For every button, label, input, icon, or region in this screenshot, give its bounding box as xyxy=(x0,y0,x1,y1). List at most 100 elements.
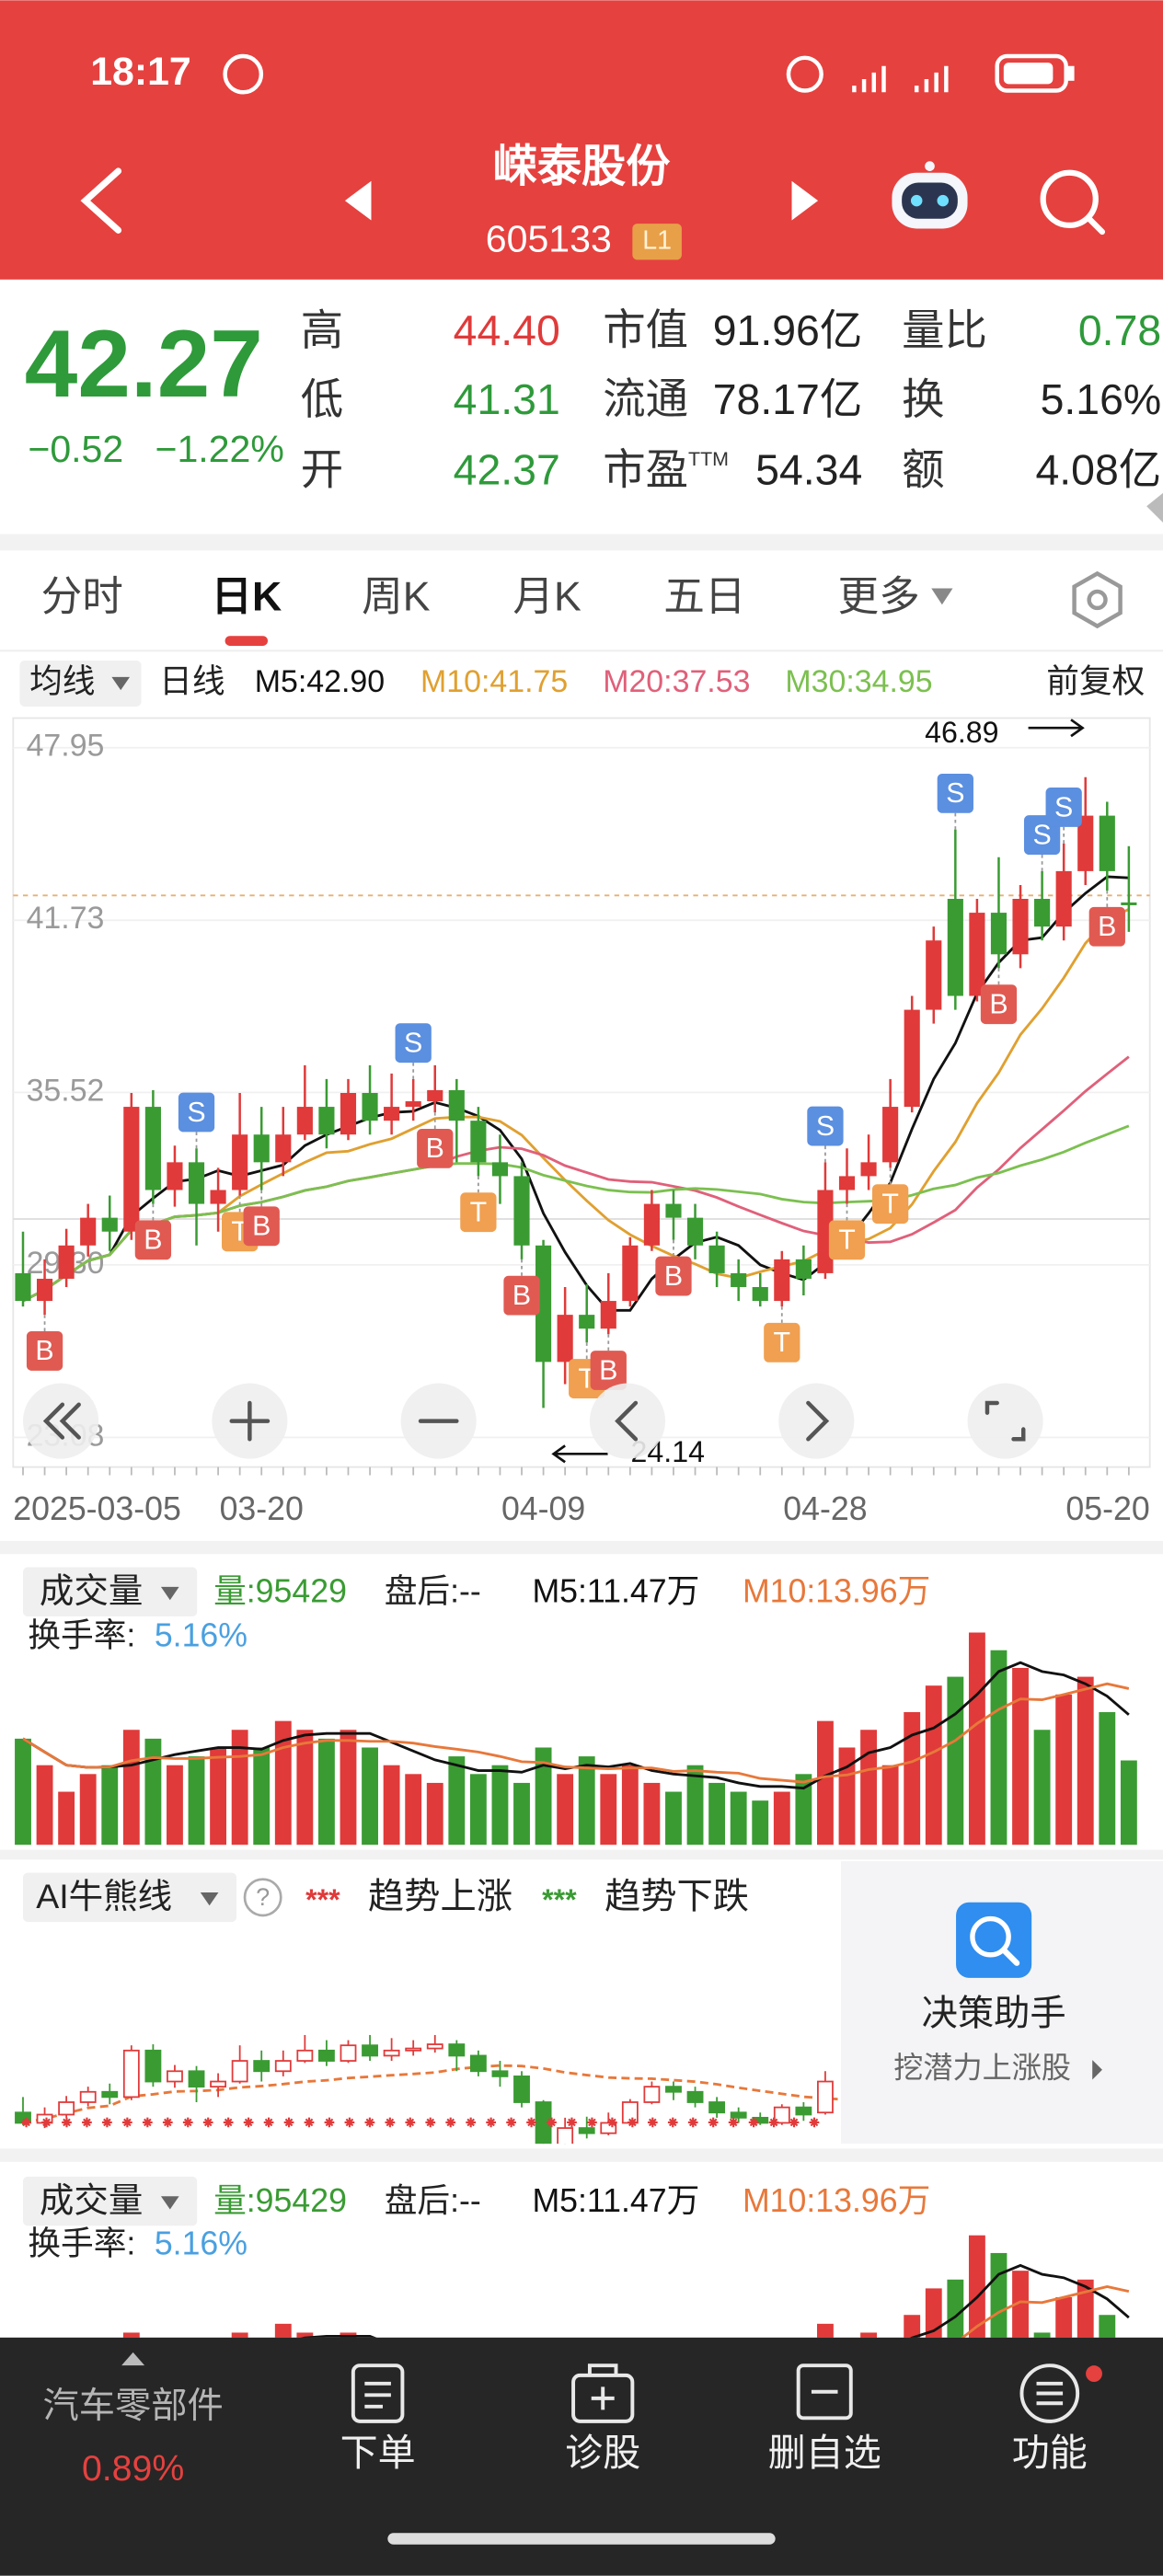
pan-right[interactable] xyxy=(778,1383,855,1459)
pan-left[interactable] xyxy=(589,1383,666,1459)
candle-body xyxy=(275,1134,292,1163)
help[interactable]: ? xyxy=(256,1883,270,1911)
after-hours: 盘后:-- xyxy=(385,1573,481,1610)
trend-marker xyxy=(728,2117,739,2128)
tab[interactable]: 月K xyxy=(512,575,582,620)
candle-body xyxy=(752,1286,768,1302)
adjust-mode[interactable]: 前复权 xyxy=(1046,662,1145,699)
ma-selector[interactable]: 均线 xyxy=(29,662,95,699)
nav-items: 下单 诊股 删自选 功能 xyxy=(340,2432,1088,2474)
robot-button[interactable] xyxy=(892,161,968,229)
trend-marker xyxy=(385,2117,396,2128)
trend-marker xyxy=(364,2117,375,2128)
sector-name[interactable]: 汽车零部件 xyxy=(42,2386,223,2426)
volume-arrow xyxy=(160,1586,179,1601)
tab[interactable]: 周K xyxy=(362,575,431,620)
ai-candle-body xyxy=(317,2049,335,2062)
signal-label: T xyxy=(838,1225,856,1256)
trend-marker xyxy=(122,2117,132,2128)
volume-bar xyxy=(469,1774,487,1846)
volume-bar xyxy=(708,1782,726,1846)
trend-marker xyxy=(647,2117,658,2128)
volume-value: 量:95429 xyxy=(213,1573,347,1610)
signal-label: B xyxy=(664,1261,683,1292)
level-badge-bg xyxy=(632,224,682,260)
trend-marker xyxy=(82,2117,92,2128)
candle-body xyxy=(882,1107,899,1163)
trend-marker xyxy=(567,2117,577,2128)
turnover-label: 换手率: xyxy=(28,2225,135,2261)
fullscreen[interactable] xyxy=(967,1383,1043,1459)
price-change-pct: −1.22% xyxy=(155,428,283,470)
volume-bar xyxy=(188,1756,205,1846)
metric-label: 市盈TTM xyxy=(603,446,729,494)
tab[interactable]: 分时 xyxy=(41,575,123,620)
metric-label: 市值 xyxy=(603,306,688,354)
candle-body xyxy=(731,1272,747,1287)
volume-selector-bg[interactable] xyxy=(22,2176,198,2226)
card-link-arrow xyxy=(1092,2060,1102,2080)
nav-item[interactable]: 功能 xyxy=(1012,2432,1088,2474)
volume-selector-bg[interactable] xyxy=(22,1567,198,1617)
help-circle[interactable] xyxy=(243,1878,282,1917)
volume-bar xyxy=(947,2279,964,2338)
ai-title[interactable]: AI牛熊线 xyxy=(36,1877,172,1915)
y-tick-label: 47.95 xyxy=(27,729,105,764)
volume-title[interactable]: 成交量 xyxy=(40,2180,143,2219)
trend-marker xyxy=(41,2117,52,2128)
expand-corner[interactable] xyxy=(1146,492,1163,523)
tab[interactable]: 更多 xyxy=(838,575,920,620)
nav-icons xyxy=(351,2363,1080,2423)
signal-badge xyxy=(460,1192,497,1233)
nav-item[interactable]: 诊股 xyxy=(565,2432,640,2474)
ai-candle-body xyxy=(167,2070,183,2083)
ai-arrow xyxy=(200,1892,219,1906)
stat-label: 开 xyxy=(301,446,343,494)
volume-bar xyxy=(101,1765,119,1846)
volume-title[interactable]: 成交量 xyxy=(40,1571,143,1610)
card-link[interactable]: 挖潜力上涨股 xyxy=(893,2051,1071,2084)
next-stock[interactable] xyxy=(791,180,819,221)
signal-badge xyxy=(417,1128,454,1168)
tab-underline xyxy=(225,636,269,646)
candle-body xyxy=(36,1278,53,1302)
tab[interactable]: 日K xyxy=(211,575,282,620)
ai-candle-body xyxy=(643,2086,661,2103)
ma-selector-bg[interactable] xyxy=(19,661,142,707)
signal-badge xyxy=(26,1330,63,1371)
volume-bar xyxy=(274,2323,292,2338)
volume-bar xyxy=(36,1765,53,1846)
volume-bar xyxy=(752,1800,769,1846)
candle-body xyxy=(448,1089,465,1121)
signal-badge xyxy=(178,1092,215,1133)
ratio-value: 0.78 xyxy=(1078,306,1161,354)
ai-candle-body xyxy=(144,2049,162,2083)
signal-badge xyxy=(764,1322,800,1363)
settings-button[interactable] xyxy=(1072,570,1123,629)
nav-item[interactable]: 下单 xyxy=(340,2432,416,2474)
candle-body xyxy=(144,1107,161,1190)
ratio-value: 5.16% xyxy=(1041,375,1162,423)
volume-bar xyxy=(968,1632,985,1846)
prev-stock[interactable] xyxy=(344,180,372,221)
metric-label: 市值 xyxy=(603,306,688,354)
tab[interactable]: 五日 xyxy=(663,575,745,620)
metric-label: 市盈 xyxy=(603,446,688,494)
trend-marker xyxy=(607,2117,617,2128)
stat-value: 44.40 xyxy=(454,306,560,354)
signal-label: T xyxy=(470,1198,488,1228)
trend-marker xyxy=(547,2117,557,2128)
search-button[interactable] xyxy=(1040,169,1106,236)
trend-marker xyxy=(667,2117,678,2128)
ai-legend-marker: *** xyxy=(305,1883,340,1916)
nav-item[interactable]: 删自选 xyxy=(768,2432,881,2474)
signal-badge xyxy=(1088,906,1125,947)
signal-badge xyxy=(872,1184,909,1225)
candle-body xyxy=(557,1315,573,1363)
trend-marker xyxy=(162,2117,173,2128)
volume-bar xyxy=(1120,1760,1137,1846)
back-button[interactable] xyxy=(80,167,122,234)
ai-selector-bg[interactable] xyxy=(22,1872,237,1923)
signal-badge xyxy=(1045,788,1082,827)
